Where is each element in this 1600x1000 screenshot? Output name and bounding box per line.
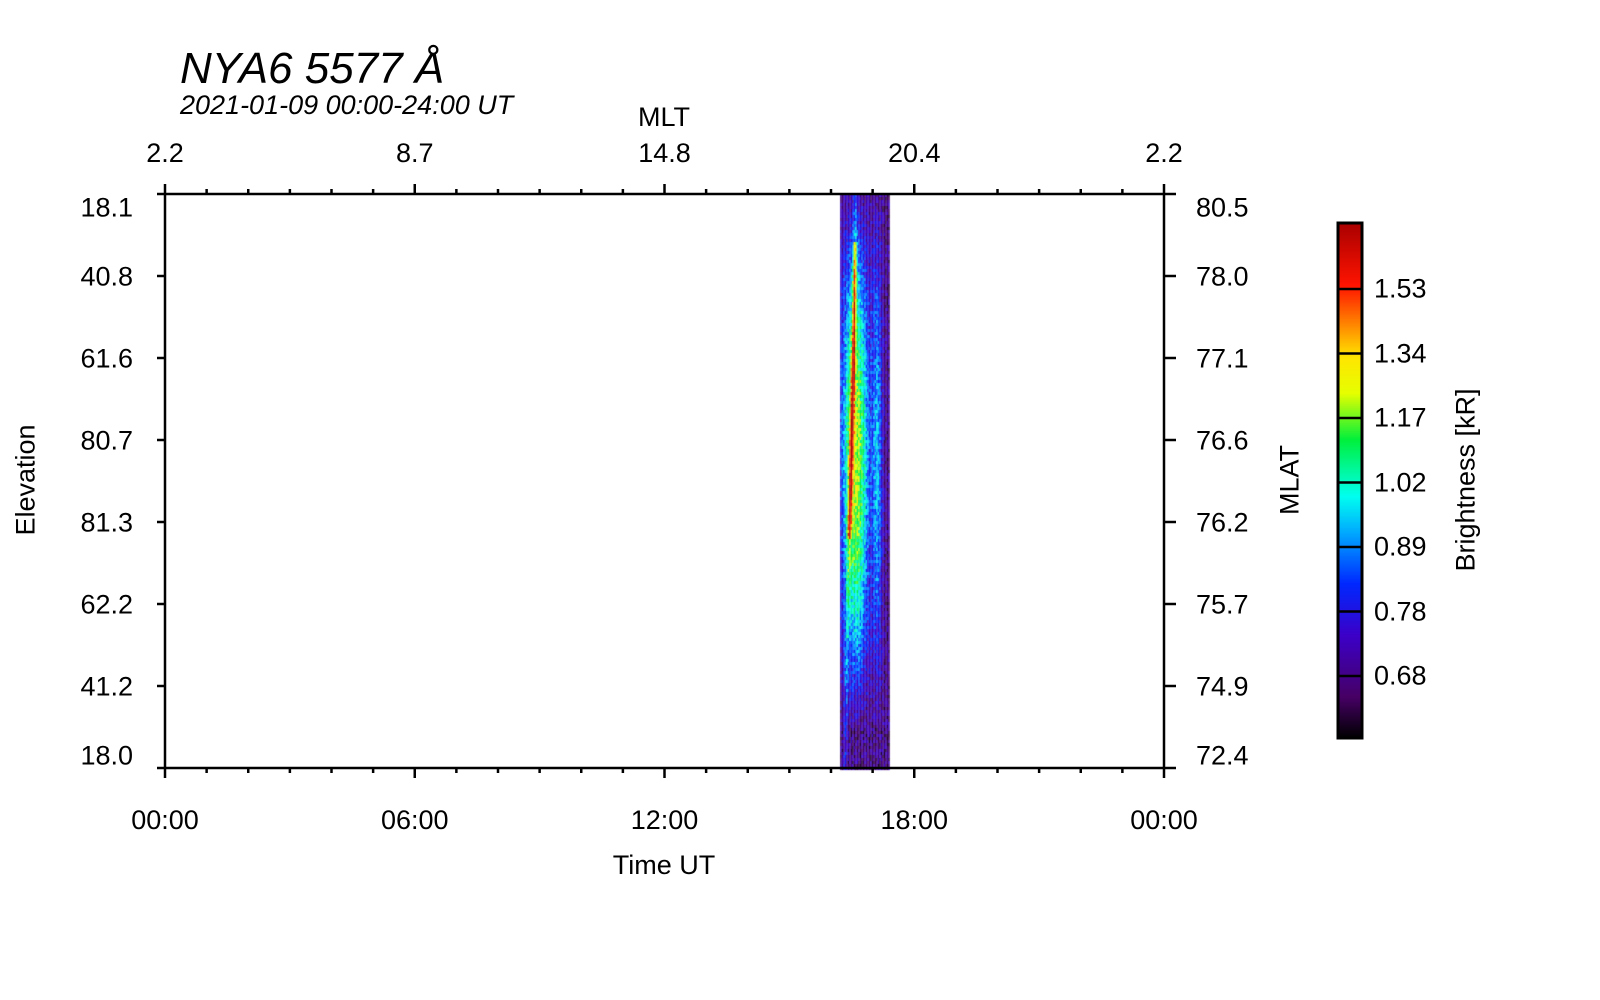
colorbar-tick-label: 0.78: [1374, 596, 1427, 626]
colorbar-label: Brightness [kR]: [1450, 388, 1481, 572]
y-right-tick-label: 76.2: [1196, 507, 1249, 538]
x-tick-label: 00:00: [131, 805, 199, 835]
y-right-tick-label: 75.7: [1196, 589, 1249, 620]
y-right-axis-label: MLAT: [1274, 444, 1305, 516]
chart-title: NYA6 5577 Å: [180, 44, 445, 93]
colorbar-tick-label: 1.53: [1374, 273, 1427, 304]
x-top-tick-label: 8.7: [395, 138, 434, 168]
x-top-tick-label: 20.4: [887, 138, 941, 168]
x-axis-label: Time UT: [612, 850, 716, 880]
chart-subtitle: 2021-01-09 00:00-24:00 UT: [180, 90, 514, 120]
y-right-tick-label: 76.6: [1196, 425, 1249, 456]
colorbar: [1336, 221, 1364, 740]
y-tick-label: 62.2: [80, 589, 133, 620]
y-tick-label: 18.1: [80, 192, 133, 223]
y-tick-label: 40.8: [80, 261, 133, 292]
y-tick-label: 41.2: [80, 671, 133, 702]
y-tick-label: 80.7: [80, 425, 133, 456]
x-top-tick-label: 2.2: [1145, 138, 1183, 168]
x-tick-label: 00:00: [1130, 805, 1198, 835]
y-axis-label: Elevation: [10, 424, 41, 536]
y-tick-label: 81.3: [80, 507, 133, 538]
y-right-tick-label: 80.5: [1196, 192, 1249, 223]
x-top-tick-label: 2.2: [146, 138, 184, 168]
y-right-tick-label: 78.0: [1196, 261, 1249, 292]
y-tick-label: 61.6: [80, 343, 133, 374]
colorbar-tick-label: 0.68: [1374, 660, 1427, 691]
colorbar-tick-label: 0.89: [1374, 531, 1427, 562]
x-top-tick-label: 14.8: [638, 138, 691, 168]
y-right-tick-label: 72.4: [1196, 740, 1249, 771]
x-tick-label: 06:00: [380, 805, 449, 835]
x-tick-label: 18:00: [880, 805, 949, 835]
colorbar-tick-label: 1.34: [1374, 338, 1427, 368]
colorbar-tick-label: 1.17: [1374, 402, 1427, 433]
y-right-tick-label: 77.1: [1196, 343, 1249, 374]
y-right-tick-label: 74.9: [1196, 671, 1249, 702]
y-tick-label: 18.0: [80, 740, 133, 771]
colorbar-tick-label: 1.02: [1374, 467, 1427, 497]
x-top-axis-label: MLT: [638, 102, 690, 132]
x-tick-label: 12:00: [630, 805, 699, 835]
